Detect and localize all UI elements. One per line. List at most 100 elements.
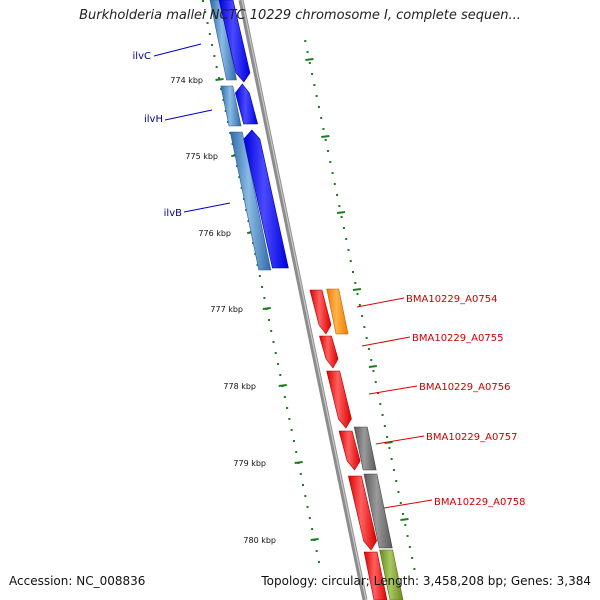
- major-tick: [215, 78, 224, 81]
- major-tick: [368, 365, 377, 368]
- tick-dot: [286, 407, 289, 409]
- ilvC-gene[interactable]: [218, 0, 251, 83]
- tick-dot: [304, 495, 307, 497]
- tick-dot: [336, 194, 339, 196]
- connector-ilvB: [183, 202, 231, 213]
- tick-dot: [272, 341, 275, 343]
- major-tick: [278, 384, 287, 387]
- ilvB-gene[interactable]: [243, 129, 289, 269]
- tick-dot: [263, 297, 266, 299]
- A0758-outer[interactable]: [363, 473, 393, 549]
- tick-dot: [324, 139, 327, 141]
- gene-label-A0757[interactable]: BMA10229_A0757: [426, 432, 517, 443]
- tick-dot: [331, 172, 334, 174]
- tick-dot: [320, 117, 323, 119]
- tick-dot: [308, 517, 311, 519]
- tick-dot: [213, 55, 216, 57]
- chromosome-backbone: [238, 0, 368, 600]
- ilvH-reverse-segment[interactable]: [220, 85, 242, 127]
- tick-dot: [311, 73, 314, 75]
- tick-dot: [302, 484, 305, 486]
- major-tick: [262, 307, 271, 310]
- tick-dot: [397, 491, 400, 493]
- gene-labels: ilvC ilvH ilvB BMA10229_A0754 BMA10229_A…: [133, 51, 526, 508]
- tick-dot: [383, 425, 386, 427]
- next-gene[interactable]: [363, 551, 388, 600]
- tick-dot: [313, 84, 316, 86]
- tick-dot: [277, 363, 280, 365]
- gene-label-A0758[interactable]: BMA10229_A0758: [434, 497, 525, 508]
- A0758-gene[interactable]: [347, 475, 377, 551]
- tick-dot: [261, 286, 264, 288]
- major-tick: [352, 288, 362, 291]
- gene-label-ilvB[interactable]: ilvB: [164, 208, 182, 219]
- tick-dot: [279, 374, 282, 376]
- gene-label-ilvC[interactable]: ilvC: [133, 51, 151, 62]
- ilvB-reverse-segment[interactable]: [229, 131, 272, 271]
- kbp-label-777: 777 kbp: [210, 305, 243, 314]
- tick-dot: [270, 330, 273, 332]
- major-tick: [336, 211, 346, 214]
- tick-dot: [361, 315, 364, 317]
- tick-dot: [215, 66, 218, 68]
- connector-A0754: [356, 297, 405, 308]
- tick-dot: [290, 429, 293, 431]
- tick-dot: [315, 550, 318, 552]
- ilvH-gene[interactable]: [235, 83, 259, 125]
- tick-dot: [340, 216, 343, 218]
- tick-dot: [372, 370, 375, 372]
- tick-dot: [413, 568, 416, 570]
- tick-dot: [299, 473, 302, 475]
- A0757-outer[interactable]: [353, 426, 377, 471]
- tick-dot: [317, 106, 320, 108]
- connector-A0758: [383, 499, 433, 509]
- A0756-gene[interactable]: [326, 370, 352, 429]
- tick-dot: [295, 451, 298, 453]
- tick-dot: [322, 128, 325, 130]
- tick-dot: [388, 447, 391, 449]
- tick-dot: [356, 293, 359, 295]
- tick-dot: [333, 183, 336, 185]
- tick-dot: [404, 524, 407, 526]
- A0754-outer[interactable]: [326, 288, 349, 335]
- connector-ilvH: [164, 109, 213, 121]
- gene-label-ilvH[interactable]: ilvH: [144, 114, 163, 125]
- label-connectors: [153, 43, 433, 509]
- gene-label-A0755[interactable]: BMA10229_A0755: [412, 333, 503, 344]
- chromosome-backbone-highlight: [241, 0, 367, 600]
- gene-features: [209, 0, 404, 600]
- tick-dot: [390, 458, 393, 460]
- major-tick: [321, 135, 330, 138]
- kbp-scale-labels: 774 kbp 775 kbp 776 kbp 777 kbp 778 kbp …: [170, 76, 276, 545]
- tick-dot: [204, 11, 207, 13]
- kbp-label-780: 780 kbp: [243, 536, 276, 545]
- tick-dot: [370, 359, 373, 361]
- connector-A0755: [361, 336, 411, 347]
- tick-dot: [358, 304, 361, 306]
- gene-label-A0756[interactable]: BMA10229_A0756: [419, 382, 510, 393]
- tick-dot: [406, 535, 409, 537]
- next-outer[interactable]: [379, 549, 404, 600]
- kbp-label-778: 778 kbp: [223, 382, 256, 391]
- ilvC-reverse-segment[interactable]: [209, 0, 237, 81]
- tick-dot: [411, 557, 414, 559]
- tick-dot: [367, 348, 370, 350]
- tick-dot: [308, 62, 311, 64]
- tick-dot: [304, 40, 307, 42]
- major-tick: [294, 461, 303, 464]
- tick-dot: [349, 260, 352, 262]
- A0755-gene[interactable]: [319, 335, 339, 369]
- tick-dot: [211, 44, 214, 46]
- tick-dot: [347, 249, 350, 251]
- A0757-gene[interactable]: [338, 430, 361, 471]
- tick-dot: [274, 352, 277, 354]
- tick-dot: [327, 150, 329, 152]
- tick-dot: [267, 319, 270, 321]
- major-tick: [400, 518, 409, 521]
- tick-dot: [345, 238, 348, 240]
- connector-A0756: [368, 385, 418, 395]
- A0754-gene[interactable]: [309, 289, 332, 335]
- tick-dot: [408, 546, 411, 548]
- gene-label-A0754[interactable]: BMA10229_A0754: [406, 294, 497, 305]
- tick-dot: [402, 513, 405, 515]
